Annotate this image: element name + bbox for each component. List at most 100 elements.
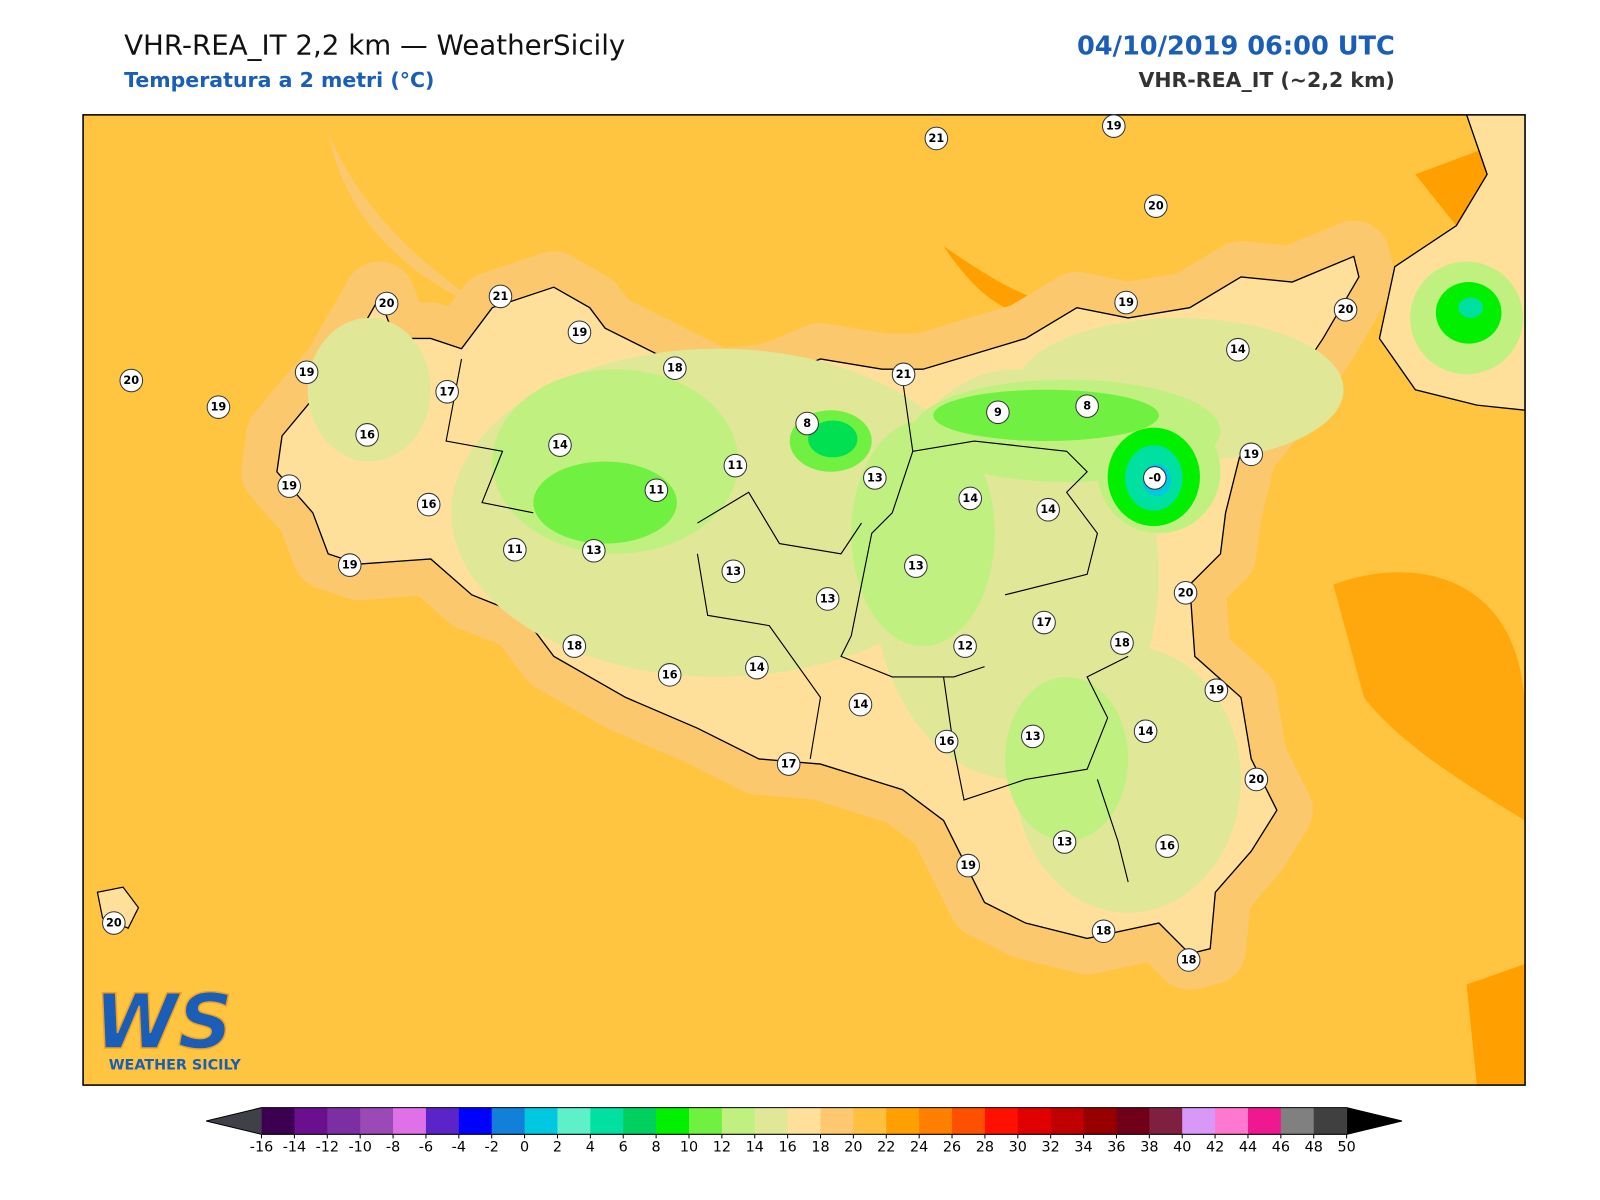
model-label: VHR-REA_IT (~2,2 km) — [1138, 68, 1394, 92]
station-label: 13 — [867, 471, 883, 484]
station-marker — [721, 559, 746, 584]
station-label: 16 — [359, 428, 375, 441]
station: 13 — [721, 559, 746, 584]
colorbar-tick-label: 42 — [1206, 1140, 1224, 1156]
station: 17 — [776, 752, 801, 776]
colorbar-segment — [1050, 1107, 1085, 1135]
station-label: 21 — [493, 290, 509, 303]
station: 8 — [795, 411, 819, 436]
station: 14 — [548, 433, 572, 457]
station-marker — [1075, 394, 1099, 418]
station-marker — [1143, 466, 1167, 490]
colorbar-segment — [1083, 1107, 1117, 1135]
station-marker — [1091, 919, 1116, 944]
colorbar-tick-label: 16 — [778, 1140, 796, 1156]
logo-text: WEATHER SICILY — [109, 1058, 242, 1074]
station-label: 19 — [299, 366, 315, 379]
station-label: 19 — [342, 559, 358, 572]
station: 19 — [1204, 678, 1229, 703]
colorbar-tick-label: -16 — [250, 1140, 273, 1156]
colorbar-tick-label: 8 — [652, 1140, 661, 1156]
colorbar-segment — [952, 1107, 986, 1135]
colorbar-segment — [1182, 1107, 1216, 1135]
station-label: 19 — [1209, 684, 1225, 697]
station-marker — [863, 466, 887, 490]
station-marker — [956, 853, 980, 878]
colorbar-segment — [294, 1107, 328, 1135]
colorbar-tick-label: -8 — [386, 1140, 400, 1156]
station-marker — [986, 400, 1010, 425]
station: 18 — [562, 634, 587, 658]
province-borders — [445, 358, 1129, 883]
logo: WS WEATHER SICILY — [94, 977, 242, 1074]
station-label: 14 — [853, 698, 869, 711]
station-label: 18 — [1114, 637, 1130, 650]
map-frame — [82, 114, 1526, 1086]
station-marker — [119, 368, 144, 393]
station-marker — [958, 486, 983, 511]
colorbar-tick-label: 12 — [713, 1140, 731, 1156]
station-marker — [503, 537, 527, 562]
station: 11 — [644, 478, 669, 503]
station-marker — [815, 587, 840, 611]
colorbar-tick-label: 24 — [910, 1140, 928, 1156]
station: 9 — [986, 400, 1010, 425]
station-marker — [294, 360, 319, 385]
station-label: 17 — [1036, 616, 1052, 629]
station-marker — [657, 663, 682, 687]
station-marker — [1110, 631, 1134, 655]
station: 21 — [891, 362, 916, 387]
station: 18 — [663, 356, 687, 380]
colorbar-segment — [1116, 1107, 1150, 1135]
station-label: 14 — [1230, 343, 1246, 356]
station-label: 19 — [1118, 296, 1134, 309]
colorbar-segment — [1280, 1107, 1315, 1135]
colorbar-segment — [984, 1107, 1019, 1135]
station-marker — [488, 284, 513, 309]
station-label: 14 — [962, 492, 978, 505]
station-label: 18 — [566, 640, 582, 653]
colorbar-segment — [721, 1107, 756, 1135]
station-marker — [1102, 114, 1126, 138]
station-label: 20 — [106, 917, 122, 930]
logo-mark: WS — [94, 978, 232, 1066]
station: 19 — [277, 474, 302, 498]
station-label: 16 — [939, 735, 955, 748]
stations: 21 19 20 20 21 19 18 21 19 20 14 20 19 19 17 16 14 8 9 8 19 -… — [102, 114, 1358, 972]
station-label: 11 — [649, 484, 665, 497]
station-label: 8 — [1083, 400, 1091, 413]
colorbar-tick-label: 36 — [1107, 1140, 1125, 1156]
colorbar-tick-label: -6 — [419, 1140, 433, 1156]
colorbar-tick-label: 38 — [1140, 1140, 1158, 1156]
colorbar-segment — [1313, 1107, 1348, 1135]
station: 21 — [488, 284, 513, 309]
station: 19 — [1102, 114, 1126, 138]
colorbar-segment — [425, 1107, 460, 1135]
colorbar-tick-label: 40 — [1173, 1140, 1191, 1156]
station: 16 — [355, 423, 379, 447]
station-marker — [776, 752, 801, 776]
station: 20 — [102, 911, 126, 935]
station: 19 — [1239, 442, 1264, 467]
station-label: 13 — [908, 560, 924, 573]
station: 14 — [1036, 497, 1060, 522]
station-marker — [548, 433, 572, 457]
station-label: 20 — [123, 374, 139, 387]
station-label: 20 — [1338, 303, 1354, 316]
station-marker — [795, 411, 819, 436]
station-label: 19 — [960, 859, 976, 872]
station: 14 — [958, 486, 983, 511]
colorbar-segment — [1215, 1107, 1249, 1135]
colorbar: -16 -14 -12 -10 -8 -6 -4 -2 0 2 4 6 8 10 12 14 16 18 20 22 2… — [206, 1107, 1403, 1156]
station-marker — [745, 655, 769, 680]
colorbar-segment — [853, 1107, 887, 1135]
station-label: 19 — [572, 326, 588, 339]
colorbar-segment — [1149, 1107, 1183, 1135]
station-marker — [953, 634, 977, 658]
station-marker — [435, 379, 459, 404]
colorbar-segment — [524, 1107, 558, 1135]
station-marker — [562, 634, 587, 658]
station: 14 — [1226, 337, 1250, 362]
datetime: 04/10/2019 06:00 UTC — [1077, 31, 1395, 61]
